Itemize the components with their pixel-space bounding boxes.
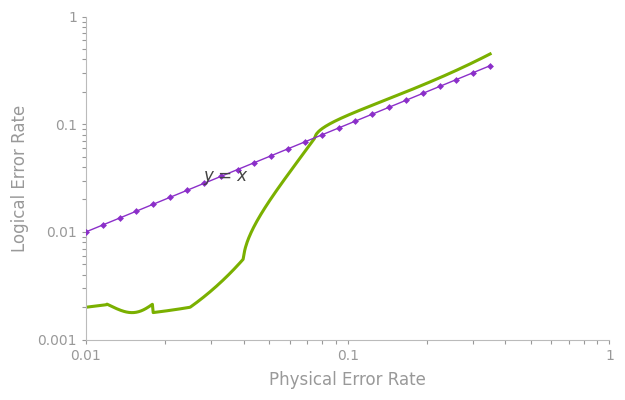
Text: y = x: y = x [203, 166, 247, 184]
X-axis label: Physical Error Rate: Physical Error Rate [269, 371, 426, 389]
Y-axis label: Logical Error Rate: Logical Error Rate [11, 104, 29, 252]
